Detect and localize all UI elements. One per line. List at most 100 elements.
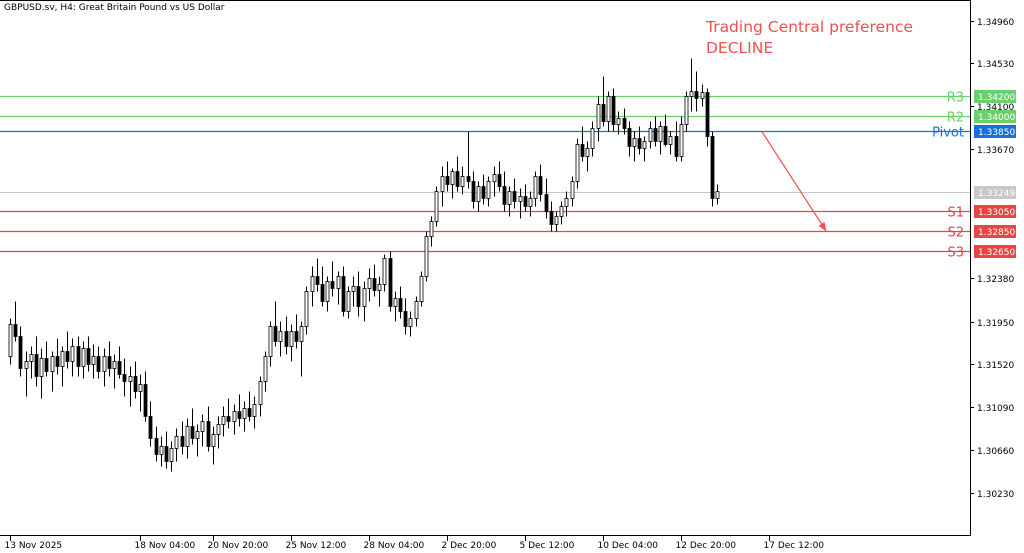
candle-body	[278, 331, 283, 342]
candle-body	[102, 356, 107, 372]
candle-body	[424, 236, 429, 277]
candle-body	[372, 278, 377, 291]
preference-title: Trading Central preference	[706, 18, 914, 36]
candle-body	[242, 408, 247, 419]
candle-body	[674, 136, 679, 157]
candle	[273, 301, 278, 347]
candle-body	[450, 171, 455, 185]
candle-body	[174, 436, 179, 449]
candle	[388, 251, 393, 312]
candle	[455, 156, 460, 192]
candle	[445, 161, 450, 192]
candle-body	[492, 174, 497, 182]
candle-body	[164, 446, 169, 462]
y-tick-label: 1.33670	[977, 146, 1014, 156]
candle	[96, 346, 101, 379]
candle-body	[471, 181, 476, 202]
candle-body	[668, 136, 673, 145]
candle-body	[632, 138, 637, 147]
candle-body	[528, 198, 533, 207]
candle	[320, 266, 325, 307]
candle-body	[60, 351, 65, 367]
candle	[512, 178, 517, 209]
candle-body	[8, 324, 13, 357]
candle	[65, 331, 70, 369]
candle	[13, 301, 18, 342]
level-tag-label-pivot: 1.33850	[978, 128, 1015, 138]
x-tick-label: 17 Dec 12:00	[764, 541, 825, 551]
candle-body	[523, 196, 528, 207]
candle	[117, 346, 122, 379]
x-tick-label: 12 Dec 20:00	[676, 541, 737, 551]
x-tick-label: 25 Nov 12:00	[286, 541, 347, 551]
candle-body	[341, 276, 346, 312]
candle	[580, 126, 585, 162]
candle-body	[284, 331, 289, 347]
candle	[91, 344, 96, 379]
level-name-s2: S2	[947, 226, 964, 241]
candle	[434, 186, 439, 227]
candle-body	[336, 276, 341, 289]
candle	[476, 181, 481, 212]
candle	[86, 336, 91, 372]
candle-body	[325, 281, 330, 302]
candle	[34, 336, 39, 387]
candle	[76, 336, 81, 377]
candle	[471, 171, 476, 209]
candle-body	[226, 416, 231, 422]
candle	[60, 346, 65, 387]
candle-body	[580, 144, 585, 157]
candle	[585, 141, 590, 172]
candle	[268, 321, 273, 367]
candle	[180, 421, 185, 455]
candle	[440, 166, 445, 207]
candle	[216, 416, 221, 449]
candle	[252, 396, 257, 429]
candle	[523, 184, 528, 212]
candle-body	[679, 124, 684, 157]
candle	[50, 351, 55, 392]
candle	[24, 351, 29, 397]
candle	[627, 121, 632, 157]
candle-body	[221, 416, 226, 425]
candle-body	[310, 276, 315, 292]
candle-body	[705, 92, 710, 137]
candle	[450, 168, 455, 199]
candle	[710, 131, 715, 207]
candle-body	[356, 286, 361, 307]
x-tick-label: 20 Nov 20:00	[208, 541, 269, 551]
candle	[128, 366, 133, 407]
candle-body	[414, 301, 419, 319]
candle-body	[138, 384, 143, 392]
level-name-r3: R3	[947, 91, 964, 106]
candle	[689, 58, 694, 112]
candle-body	[455, 171, 460, 187]
candle-body	[346, 291, 351, 312]
level-name-pivot: Pivot	[932, 126, 964, 141]
candle-body	[538, 176, 543, 195]
candle	[606, 91, 611, 132]
candle	[330, 261, 335, 297]
candle	[211, 426, 216, 465]
candle	[481, 174, 486, 205]
candle-body	[564, 198, 569, 207]
candle	[336, 271, 341, 305]
candle-body	[684, 96, 689, 125]
candle-body	[122, 374, 127, 382]
forecast-arrow-line	[761, 131, 827, 232]
candle-body	[96, 356, 101, 372]
candle	[341, 266, 346, 317]
candle	[637, 126, 642, 155]
candle-body	[159, 446, 164, 455]
candle-body	[627, 128, 632, 147]
candle	[559, 201, 564, 225]
candle-body	[273, 326, 278, 342]
candle-body	[180, 436, 185, 447]
candle	[507, 186, 512, 217]
y-tick-label: 1.34530	[977, 60, 1014, 70]
candle	[133, 361, 138, 399]
candle	[325, 276, 330, 312]
candle	[694, 71, 699, 112]
candle-body	[315, 276, 320, 285]
